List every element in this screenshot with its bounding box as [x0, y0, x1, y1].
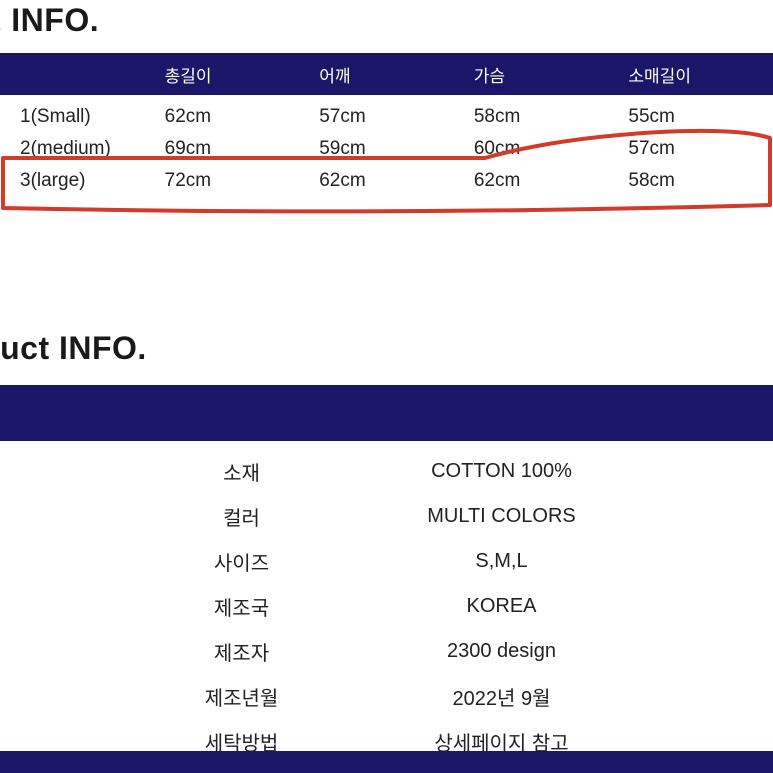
info-value: KOREA: [357, 595, 647, 618]
product-header-block: [0, 385, 773, 441]
table-row: 제조국 KOREA: [127, 592, 647, 621]
info-label: 제조자: [127, 637, 357, 666]
table-row: 사이즈 S,M,L: [127, 547, 647, 576]
info-label: 컬러: [127, 502, 357, 531]
highlight-annotation-icon: [0, 0, 773, 230]
table-row: 소재 COTTON 100%: [127, 457, 647, 486]
info-label: 제조년월: [127, 682, 357, 711]
info-label: 제조국: [127, 592, 357, 621]
product-info-title: oduct INFO.: [0, 330, 773, 367]
table-row: 제조자 2300 design: [127, 637, 647, 666]
info-value: MULTI COLORS: [357, 505, 647, 528]
info-label: 사이즈: [127, 547, 357, 576]
product-info-table: 소재 COTTON 100% 컬러 MULTI COLORS 사이즈 S,M,L…: [0, 457, 773, 756]
info-value: 2022년 9월: [357, 682, 647, 711]
info-label: 소재: [127, 457, 357, 486]
info-value: COTTON 100%: [357, 460, 647, 483]
table-row: 제조년월 2022년 9월: [127, 682, 647, 711]
size-info-section: ZE INFO. 총길이 어깨 가슴 소매길이 1(Small) 62cm 57…: [0, 0, 773, 197]
info-value: 2300 design: [357, 640, 647, 663]
table-row: 컬러 MULTI COLORS: [127, 502, 647, 531]
product-info-section: oduct INFO. 소재 COTTON 100% 컬러 MULTI COLO…: [0, 330, 773, 756]
info-value: S,M,L: [357, 550, 647, 573]
bottom-navy-bar: [0, 751, 773, 773]
